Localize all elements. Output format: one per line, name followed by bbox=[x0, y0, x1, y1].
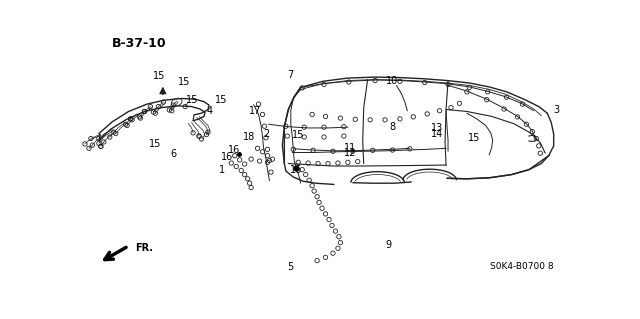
Text: 4: 4 bbox=[207, 106, 213, 116]
Text: 14: 14 bbox=[431, 129, 444, 138]
Text: 11: 11 bbox=[344, 143, 356, 152]
Text: 9: 9 bbox=[385, 240, 392, 249]
Text: 3: 3 bbox=[553, 105, 559, 115]
Text: 2: 2 bbox=[263, 129, 269, 139]
Text: 16: 16 bbox=[290, 166, 302, 175]
Text: 5: 5 bbox=[287, 262, 294, 272]
Text: 15: 15 bbox=[178, 77, 190, 87]
Text: 1: 1 bbox=[220, 166, 225, 175]
Text: 15: 15 bbox=[153, 71, 166, 81]
Text: 15: 15 bbox=[292, 130, 305, 140]
Text: 15: 15 bbox=[215, 95, 228, 105]
Text: 18: 18 bbox=[243, 131, 255, 142]
Text: 15: 15 bbox=[468, 133, 481, 143]
Text: 6: 6 bbox=[170, 149, 176, 159]
Text: FR.: FR. bbox=[134, 243, 153, 253]
Text: 7: 7 bbox=[287, 70, 293, 80]
Text: 13: 13 bbox=[431, 123, 444, 133]
Text: 16: 16 bbox=[221, 152, 234, 162]
Text: B-37-10: B-37-10 bbox=[112, 37, 167, 50]
Text: 12: 12 bbox=[344, 148, 356, 158]
Text: 10: 10 bbox=[387, 76, 399, 86]
Text: 15: 15 bbox=[186, 95, 198, 105]
Text: S0K4-B0700 8: S0K4-B0700 8 bbox=[490, 262, 554, 271]
Text: 8: 8 bbox=[389, 122, 396, 132]
Text: 16: 16 bbox=[228, 145, 240, 155]
Text: 15: 15 bbox=[149, 139, 161, 149]
Text: 17: 17 bbox=[249, 107, 261, 116]
